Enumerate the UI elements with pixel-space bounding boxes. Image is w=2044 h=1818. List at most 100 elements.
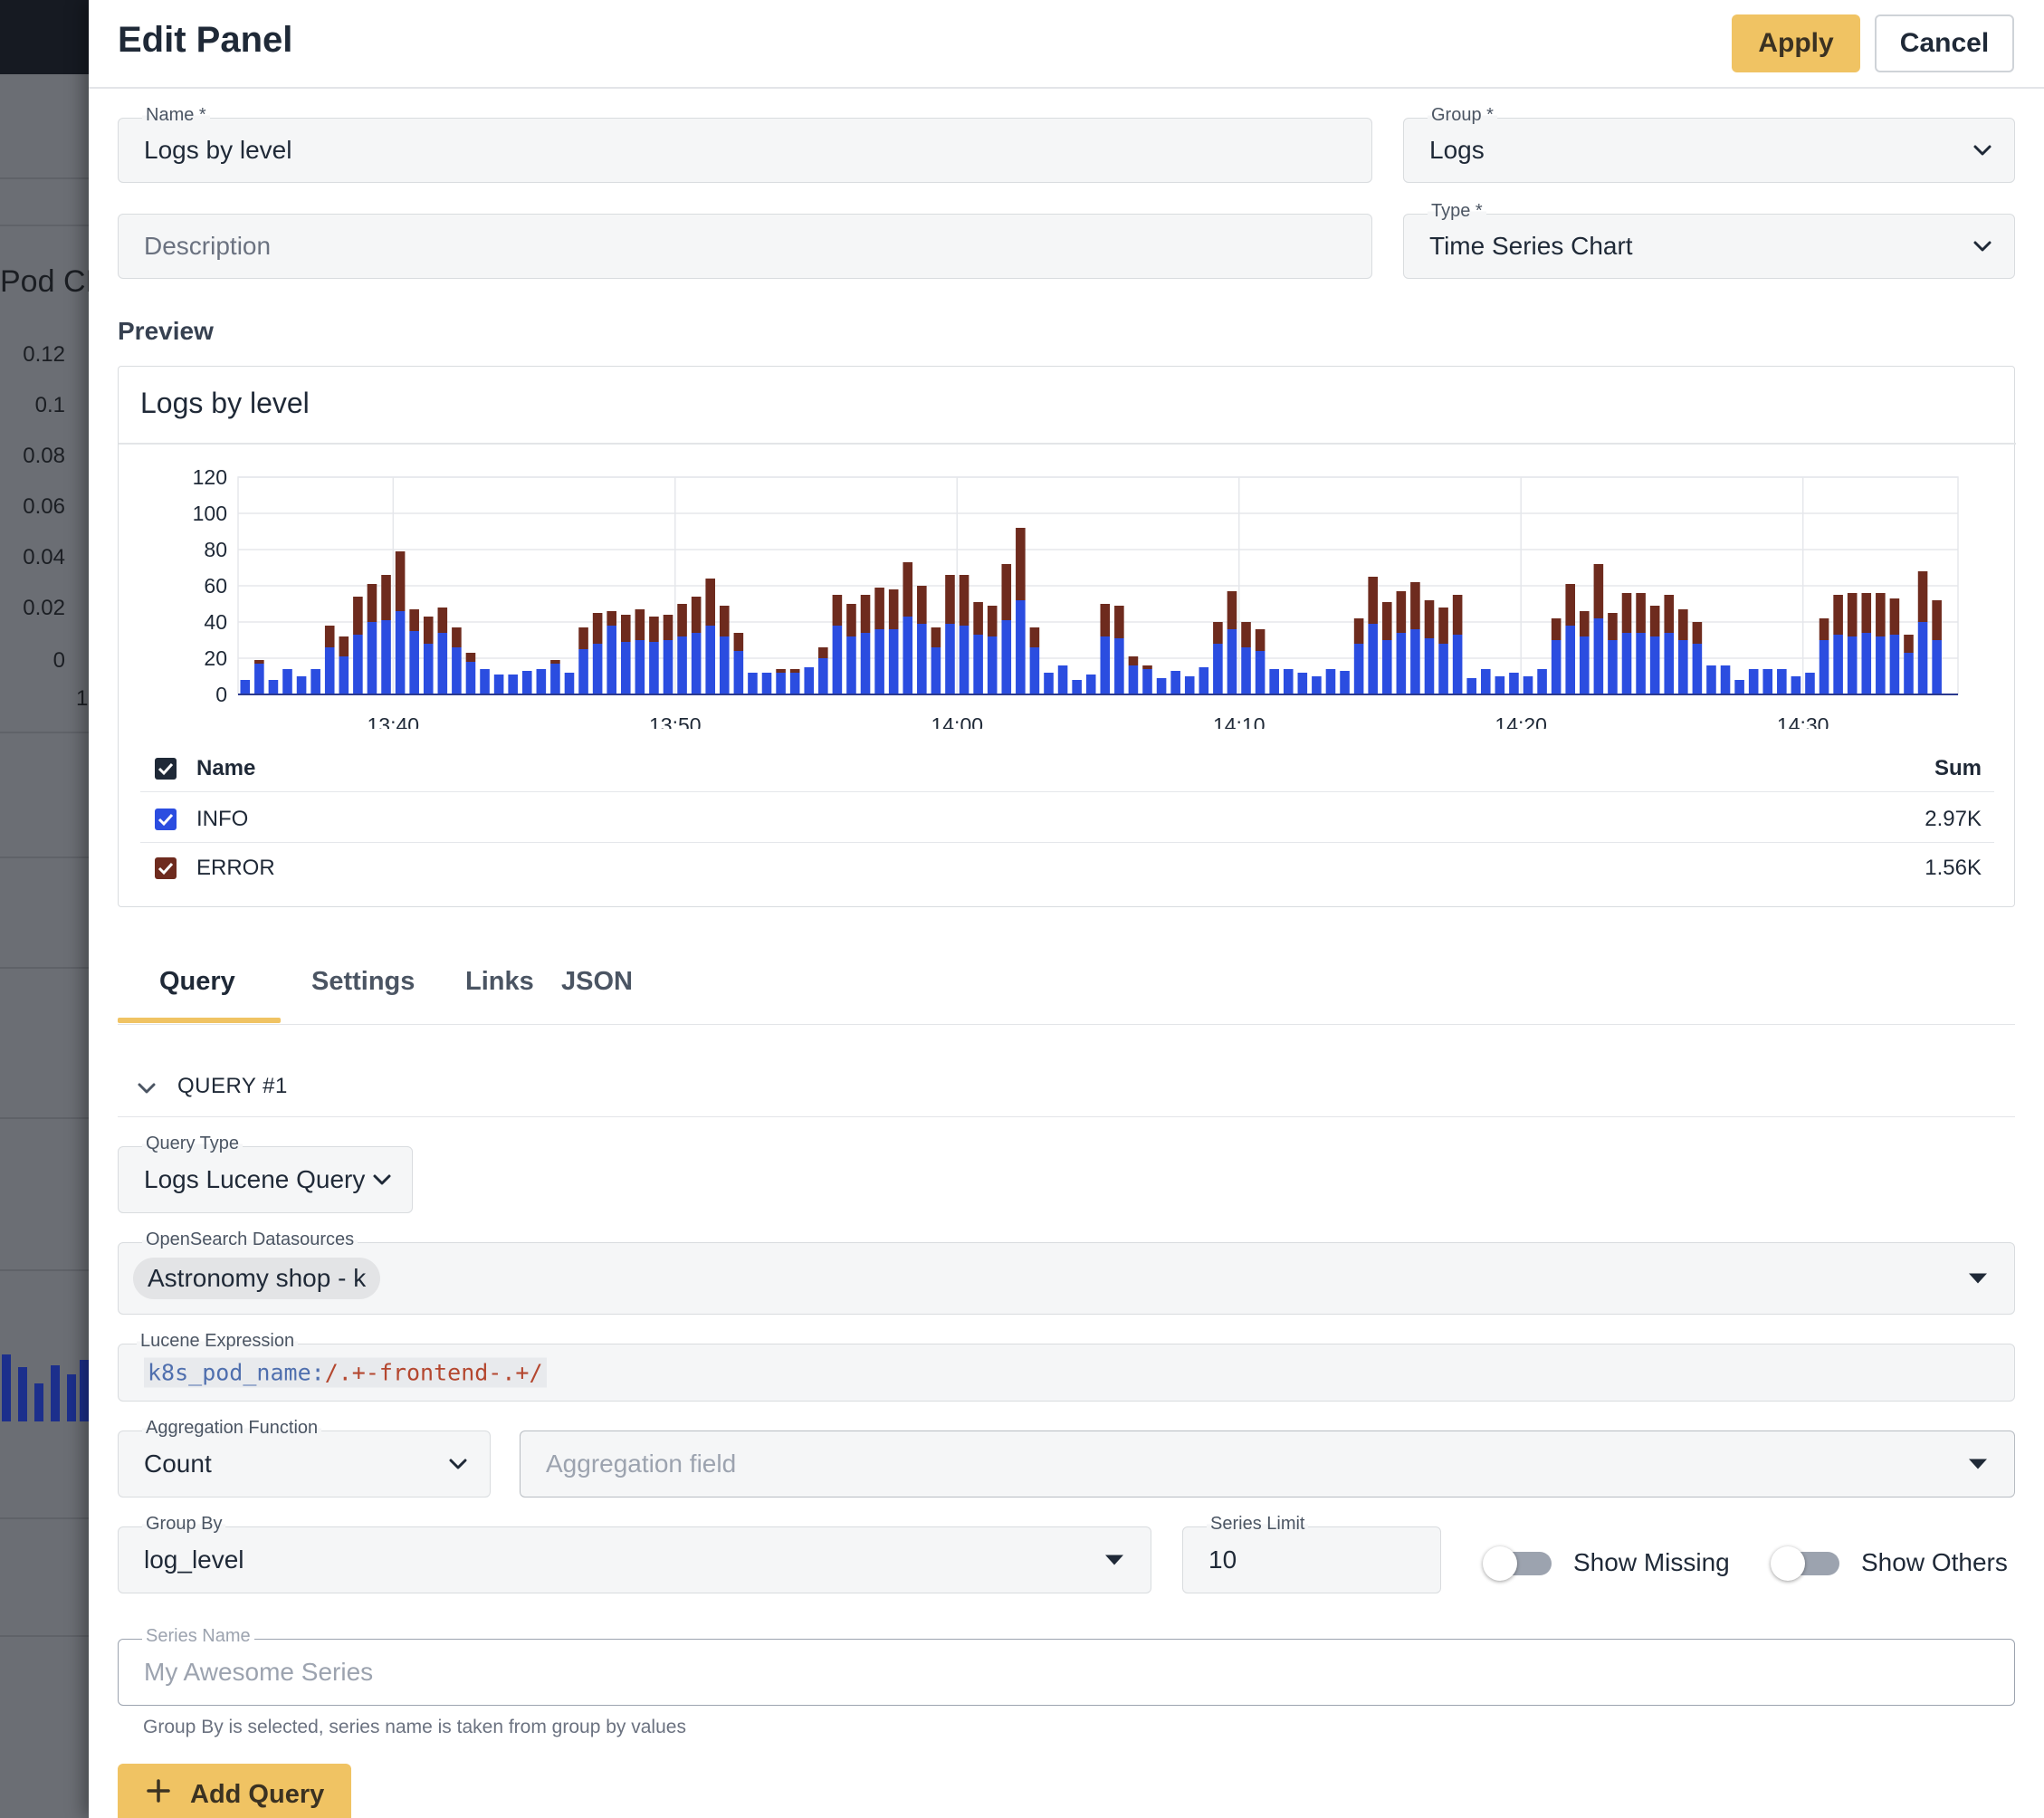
bar-info[interactable] [1170, 671, 1180, 694]
bar-error[interactable] [860, 595, 871, 633]
bar-error[interactable] [254, 660, 264, 664]
bar-info[interactable] [240, 680, 251, 694]
bar-info[interactable] [1495, 676, 1505, 694]
bar-error[interactable] [1621, 593, 1632, 633]
bar-error[interactable] [324, 626, 335, 647]
bar-error[interactable] [945, 575, 955, 624]
bar-error[interactable] [465, 653, 476, 662]
bar-error[interactable] [1580, 611, 1590, 636]
bar-info[interactable] [592, 644, 603, 694]
bar-info[interactable] [493, 675, 504, 694]
bar-info[interactable] [1001, 620, 1012, 694]
bar-error[interactable] [1664, 595, 1675, 633]
bar-info[interactable] [1466, 678, 1476, 694]
bar-info[interactable] [310, 669, 320, 694]
bar-error[interactable] [888, 589, 899, 629]
bar-info[interactable] [282, 669, 292, 694]
bar-info[interactable] [1678, 640, 1688, 694]
info-checkbox[interactable] [155, 809, 177, 830]
bar-info[interactable] [409, 631, 419, 694]
bar-error[interactable] [733, 633, 744, 651]
series-name-input[interactable]: Series Name My Awesome Series [118, 1626, 2015, 1706]
apply-button[interactable]: Apply [1732, 14, 1860, 72]
bar-error[interactable] [550, 660, 560, 664]
bar-info[interactable] [1241, 647, 1251, 694]
bar-info[interactable] [663, 640, 673, 694]
tab-query[interactable]: Query [159, 967, 235, 996]
bar-info[interactable] [1932, 640, 1942, 694]
bar-info[interactable] [452, 647, 462, 694]
bar-info[interactable] [1537, 669, 1547, 694]
series-limit-input[interactable]: Series Limit 10 [1182, 1514, 1441, 1593]
bar-error[interactable] [776, 669, 786, 673]
bar-info[interactable] [860, 633, 871, 694]
bar-info[interactable] [1410, 629, 1420, 694]
bar-info[interactable] [635, 640, 645, 694]
bar-error[interactable] [1410, 582, 1420, 629]
bar-info[interactable] [1480, 669, 1491, 694]
bar-error[interactable] [1353, 618, 1364, 644]
bar-error[interactable] [1227, 591, 1237, 629]
bar-info[interactable] [931, 647, 941, 694]
bar-info[interactable] [720, 636, 730, 694]
bar-info[interactable] [1312, 676, 1322, 694]
bar-info[interactable] [1664, 633, 1675, 694]
bar-info[interactable] [1044, 673, 1054, 694]
bar-error[interactable] [607, 611, 616, 626]
bar-error[interactable] [720, 606, 730, 636]
bar-error[interactable] [1819, 618, 1829, 640]
bar-info[interactable] [1297, 673, 1308, 694]
bar-info[interactable] [339, 656, 349, 694]
tab-json[interactable]: JSON [561, 967, 633, 996]
bar-error[interactable] [1381, 602, 1392, 640]
bar-info[interactable] [1889, 635, 1900, 694]
bar-info[interactable] [1184, 676, 1195, 694]
tab-settings[interactable]: Settings [311, 967, 415, 996]
bar-error[interactable] [409, 609, 419, 631]
bar-error[interactable] [818, 647, 828, 658]
bar-error[interactable] [874, 588, 884, 629]
bar-error[interactable] [677, 604, 687, 636]
bar-info[interactable] [1777, 669, 1787, 694]
bar-info[interactable] [818, 658, 828, 694]
aggregation-function-select[interactable]: Aggregation Function Count [118, 1418, 491, 1497]
bar-error[interactable] [1917, 571, 1928, 622]
bar-info[interactable] [1621, 633, 1632, 694]
bar-error[interactable] [917, 586, 927, 624]
name-field[interactable]: Name * Logs by level [118, 105, 1372, 183]
bar-error[interactable] [1128, 656, 1139, 665]
group-by-select[interactable]: Group By log_level [118, 1514, 1151, 1593]
bar-info[interactable] [1509, 673, 1519, 694]
bar-info[interactable] [1706, 665, 1716, 694]
bar-info[interactable] [381, 620, 391, 694]
bar-info[interactable] [465, 662, 476, 694]
query-type-select[interactable]: Query Type Logs Lucene Query [118, 1134, 413, 1213]
bar-error[interactable] [1861, 593, 1872, 633]
bar-info[interactable] [1100, 636, 1111, 694]
bar-info[interactable] [888, 629, 899, 694]
legend-row-info[interactable]: INFO 2.97K [140, 794, 1994, 843]
bar-error[interactable] [1016, 528, 1026, 600]
bar-error[interactable] [987, 606, 998, 636]
bar-info[interactable] [1340, 671, 1350, 694]
bar-error[interactable] [846, 604, 856, 636]
bar-info[interactable] [367, 622, 377, 694]
bar-info[interactable] [1255, 651, 1266, 694]
bar-info[interactable] [705, 626, 716, 694]
type-select[interactable]: Type * Time Series Chart [1403, 201, 2015, 279]
bar-error[interactable] [1424, 600, 1435, 638]
bar-error[interactable] [663, 615, 673, 640]
bar-error[interactable] [1029, 627, 1040, 647]
bar-info[interactable] [733, 651, 744, 694]
bar-error[interactable] [1932, 600, 1942, 640]
bar-info[interactable] [1876, 636, 1886, 694]
add-query-button[interactable]: Add Query [118, 1764, 351, 1818]
query-1-header[interactable]: QUERY #1 [118, 1057, 2015, 1117]
bar-info[interactable] [1128, 665, 1139, 694]
group-select[interactable]: Group * Logs [1403, 105, 2015, 183]
bar-info[interactable] [254, 664, 264, 694]
bar-info[interactable] [1720, 665, 1731, 694]
legend-row-error[interactable]: ERROR 1.56K [140, 843, 1994, 892]
bar-error[interactable] [1551, 618, 1562, 640]
bar-info[interactable] [423, 644, 434, 694]
